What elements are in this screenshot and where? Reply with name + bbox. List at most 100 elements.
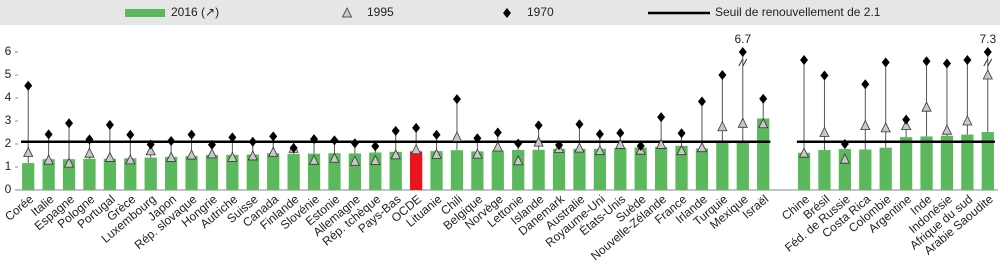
bar bbox=[532, 149, 545, 190]
marker-1995 bbox=[819, 126, 830, 137]
value-label: 6.7 bbox=[734, 32, 751, 46]
bar bbox=[124, 158, 137, 190]
y-tick-label: 0 bbox=[5, 182, 12, 196]
marker-1970 bbox=[248, 136, 257, 147]
marker-1970 bbox=[983, 47, 992, 57]
legend-label: 1970 bbox=[527, 5, 554, 19]
bar bbox=[838, 149, 851, 190]
bar bbox=[103, 158, 116, 190]
marker-1995 bbox=[941, 124, 953, 135]
marker-1970 bbox=[126, 129, 135, 140]
marker-1970 bbox=[289, 142, 298, 153]
bar bbox=[716, 141, 729, 190]
bar bbox=[226, 154, 239, 190]
marker-1995 bbox=[308, 154, 320, 165]
marker-1970 bbox=[595, 129, 604, 140]
marker-1995 bbox=[717, 120, 728, 132]
marker-1970 bbox=[105, 119, 114, 130]
marker-1995 bbox=[268, 146, 279, 157]
marker-1995 bbox=[206, 147, 218, 159]
bar bbox=[818, 149, 831, 190]
marker-1995 bbox=[104, 151, 116, 162]
marker-1995 bbox=[696, 141, 708, 153]
value-label: 7.3 bbox=[979, 32, 996, 46]
bar bbox=[491, 150, 504, 190]
marker-1970 bbox=[371, 141, 380, 152]
y-tick-label: 3 bbox=[5, 113, 12, 127]
marker-1970 bbox=[738, 47, 747, 57]
bar bbox=[961, 134, 974, 190]
legend-swatch bbox=[503, 8, 511, 18]
marker-1995 bbox=[125, 153, 136, 165]
marker-1970 bbox=[861, 79, 870, 90]
marker-1970 bbox=[820, 70, 829, 81]
marker-1970 bbox=[473, 133, 482, 144]
marker-1970 bbox=[902, 114, 911, 125]
marker-1970 bbox=[922, 56, 931, 67]
marker-1970 bbox=[881, 57, 890, 68]
plot: 0123456CoréeItalieEspagnePolognePortugal… bbox=[2, 32, 998, 263]
y-tick-label: 5 bbox=[5, 67, 12, 81]
bar bbox=[573, 148, 586, 190]
bar bbox=[634, 147, 647, 190]
marker-1995 bbox=[186, 149, 197, 160]
bar bbox=[675, 145, 688, 190]
marker-1995 bbox=[349, 155, 361, 166]
y-tick-label: 4 bbox=[5, 90, 12, 104]
legend-swatch bbox=[341, 7, 353, 18]
marker-1995 bbox=[247, 150, 258, 161]
marker-1995 bbox=[921, 101, 932, 112]
marker-1970 bbox=[24, 80, 33, 91]
marker-1995 bbox=[43, 154, 54, 165]
bar bbox=[655, 146, 668, 190]
marker-1995 bbox=[492, 141, 503, 152]
marker-1995 bbox=[431, 148, 442, 159]
bar bbox=[552, 148, 566, 190]
bar bbox=[797, 152, 811, 190]
legend-swatch bbox=[125, 9, 165, 17]
marker-1970 bbox=[146, 139, 155, 150]
marker-1970 bbox=[534, 120, 543, 131]
marker-1970 bbox=[759, 93, 768, 104]
bar bbox=[614, 148, 627, 190]
bar bbox=[287, 153, 300, 190]
marker-1970 bbox=[44, 129, 53, 140]
bar bbox=[920, 136, 933, 190]
marker-1970 bbox=[269, 131, 278, 142]
legend-label: 2016 (↗) bbox=[171, 5, 219, 19]
marker-1970 bbox=[555, 140, 564, 151]
bar bbox=[981, 132, 994, 190]
marker-1995 bbox=[472, 148, 483, 159]
bar bbox=[42, 159, 55, 190]
marker-1995 bbox=[574, 142, 585, 153]
marker-1970 bbox=[412, 122, 421, 133]
bar bbox=[144, 157, 157, 190]
marker-1970 bbox=[942, 58, 951, 69]
marker-1995 bbox=[594, 144, 606, 156]
bar bbox=[450, 150, 464, 190]
marker-1970 bbox=[616, 127, 625, 138]
axis-break bbox=[738, 58, 748, 67]
marker-1995 bbox=[962, 115, 973, 126]
marker-1970 bbox=[677, 128, 686, 139]
legend-label: Seuil de renouvellement de 2.1 bbox=[715, 5, 881, 19]
marker-1995 bbox=[329, 152, 340, 163]
marker-1970 bbox=[718, 70, 727, 80]
marker-1995 bbox=[798, 147, 810, 158]
marker-1995 bbox=[451, 131, 463, 142]
marker-1995 bbox=[370, 154, 381, 165]
marker-1995 bbox=[227, 151, 238, 162]
marker-1995 bbox=[533, 136, 544, 147]
marker-1995 bbox=[676, 144, 687, 156]
marker-1995 bbox=[410, 143, 422, 155]
bar bbox=[940, 135, 954, 190]
legend-label: 1995 bbox=[367, 5, 394, 19]
bar bbox=[205, 154, 219, 190]
y-tick-label: 6 bbox=[5, 44, 12, 58]
marker-1970 bbox=[452, 94, 461, 105]
bar bbox=[430, 151, 443, 190]
marker-1970 bbox=[636, 140, 645, 151]
marker-1970 bbox=[85, 134, 94, 145]
marker-1970 bbox=[432, 129, 441, 140]
